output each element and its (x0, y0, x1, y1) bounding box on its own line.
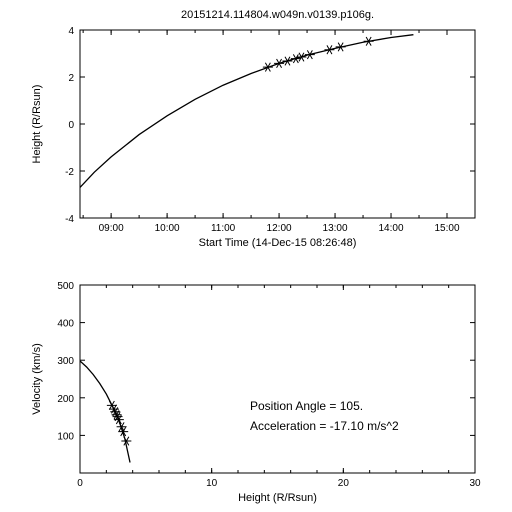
ytick-label: -4 (65, 214, 74, 225)
annotation: Acceleration = -17.10 m/s^2 (250, 419, 399, 433)
data-point (274, 59, 284, 68)
xlabel: Height (R/Rsun) (238, 492, 317, 504)
fit-curve (80, 361, 130, 463)
ytick-label: 200 (57, 394, 74, 405)
xtick-label: 11:00 (211, 223, 236, 234)
ytick-label: 300 (57, 356, 74, 367)
fit-curve (80, 35, 413, 188)
xtick-label: 15:00 (434, 223, 459, 234)
data-point (296, 53, 306, 62)
data-point (364, 37, 374, 46)
xtick-label: 20 (338, 478, 350, 489)
axes-frame (80, 285, 475, 473)
ytick-label: 2 (68, 73, 74, 84)
ytick-label: 4 (68, 26, 74, 37)
figure-container: 20151214.114804.w049n.v0139.p106g. 09:00 1… (0, 0, 512, 512)
data-point (291, 54, 301, 63)
xtick-label: 09:00 (99, 223, 124, 234)
axes-frame (80, 30, 475, 218)
figure-title: 20151214.114804.w049n.v0139.p106g. (181, 9, 374, 21)
ytick-label: 500 (57, 281, 74, 292)
xtick-label: 12:00 (267, 223, 292, 234)
xtick-label: 10 (206, 478, 218, 489)
ylabel: Height (R/Rsun) (31, 85, 43, 164)
ytick-label: -2 (65, 167, 74, 178)
xtick-label: 13:00 (323, 223, 348, 234)
ylabel: Velocity (km/s) (31, 343, 43, 415)
xtick-label: 30 (469, 478, 481, 489)
data-point (324, 45, 334, 54)
ytick-label: 0 (68, 120, 74, 131)
ytick-label: 100 (57, 431, 74, 442)
xtick-label: 14:00 (379, 223, 404, 234)
xtick-label: 0 (77, 478, 83, 489)
data-point (282, 57, 292, 66)
xtick-label: 10:00 (155, 223, 180, 234)
annotation: Position Angle = 105. (250, 399, 363, 413)
ytick-label: 400 (57, 319, 74, 330)
data-point (336, 43, 346, 52)
figure-svg: 20151214.114804.w049n.v0139.p106g. 09:00 1… (0, 0, 512, 512)
data-point (305, 50, 315, 59)
data-point (263, 63, 273, 72)
xlabel: Start Time (14-Dec-15 08:26:48) (199, 237, 357, 249)
